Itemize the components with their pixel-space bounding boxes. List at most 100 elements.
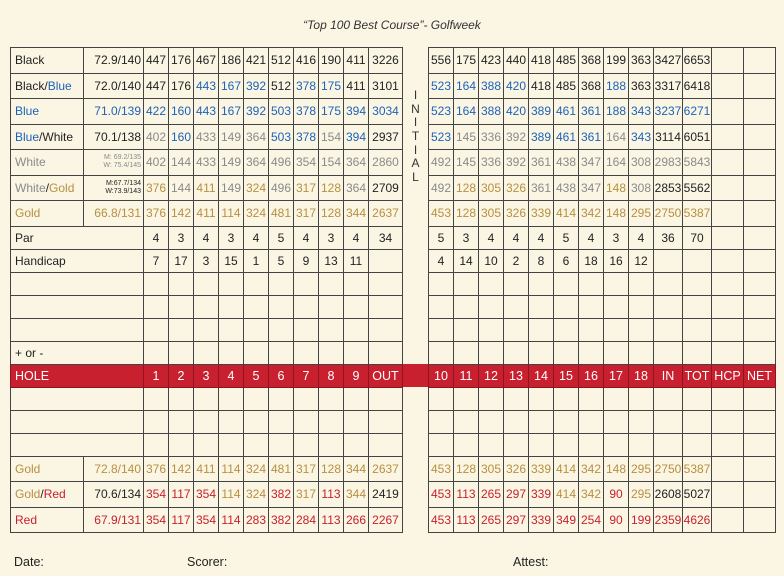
score-entry-cell[interactable] — [343, 432, 369, 457]
score-entry-cell[interactable] — [143, 294, 169, 319]
score-entry-cell[interactable] — [428, 386, 454, 411]
score-entry-cell[interactable] — [653, 432, 683, 457]
net-cell[interactable] — [743, 98, 776, 125]
net-cell[interactable] — [743, 123, 776, 150]
score-entry-cell[interactable] — [318, 271, 344, 296]
score-entry-cell[interactable] — [682, 271, 712, 296]
score-entry-cell[interactable] — [628, 386, 654, 411]
score-entry-cell[interactable] — [553, 432, 579, 457]
score-entry-cell[interactable] — [603, 317, 629, 342]
score-entry-cell[interactable] — [743, 294, 776, 319]
score-entry-cell[interactable] — [193, 386, 219, 411]
score-entry-cell[interactable] — [628, 340, 654, 365]
score-entry-cell[interactable] — [368, 432, 403, 457]
score-entry-cell[interactable] — [711, 294, 744, 319]
score-entry-cell[interactable] — [578, 317, 604, 342]
score-entry-cell[interactable] — [628, 317, 654, 342]
net-cell[interactable] — [743, 455, 776, 482]
net-cell[interactable] — [743, 72, 776, 99]
score-entry-cell[interactable] — [503, 432, 529, 457]
score-entry-cell[interactable] — [453, 340, 479, 365]
score-entry-cell[interactable] — [453, 409, 479, 434]
score-entry-cell[interactable] — [343, 294, 369, 319]
score-entry-cell[interactable] — [743, 225, 776, 250]
score-entry-cell[interactable] — [553, 340, 579, 365]
score-entry-cell[interactable] — [218, 271, 244, 296]
score-entry-cell[interactable] — [243, 409, 269, 434]
score-entry-cell[interactable] — [711, 432, 744, 457]
score-entry-cell[interactable] — [628, 409, 654, 434]
score-entry-cell[interactable] — [428, 340, 454, 365]
score-entry-cell[interactable] — [528, 294, 554, 319]
score-entry-cell[interactable] — [603, 409, 629, 434]
score-entry-cell[interactable] — [743, 340, 776, 365]
score-entry-cell[interactable] — [553, 317, 579, 342]
score-entry-cell[interactable] — [682, 340, 712, 365]
score-entry-cell[interactable] — [578, 386, 604, 411]
score-entry-cell[interactable] — [553, 271, 579, 296]
score-entry-cell[interactable] — [478, 294, 504, 319]
net-cell[interactable] — [743, 200, 776, 227]
score-entry-cell[interactable] — [478, 271, 504, 296]
score-entry-cell[interactable] — [711, 317, 744, 342]
score-entry-cell[interactable] — [682, 386, 712, 411]
score-entry-cell[interactable] — [453, 432, 479, 457]
score-entry-cell[interactable] — [578, 340, 604, 365]
score-entry-cell[interactable] — [268, 317, 294, 342]
score-entry-cell[interactable] — [711, 225, 744, 250]
score-entry-cell[interactable] — [628, 432, 654, 457]
score-entry-cell[interactable] — [243, 271, 269, 296]
score-entry-cell[interactable] — [528, 340, 554, 365]
score-entry-cell[interactable] — [243, 386, 269, 411]
score-entry-cell[interactable] — [682, 294, 712, 319]
score-entry-cell[interactable] — [711, 248, 744, 273]
score-entry-cell[interactable] — [653, 294, 683, 319]
score-entry-cell[interactable] — [528, 317, 554, 342]
score-entry-cell[interactable] — [503, 340, 529, 365]
score-entry-cell[interactable] — [243, 432, 269, 457]
score-entry-cell[interactable] — [268, 294, 294, 319]
score-entry-cell[interactable] — [168, 340, 194, 365]
score-entry-cell[interactable] — [368, 317, 403, 342]
score-entry-cell[interactable] — [711, 271, 744, 296]
score-entry-cell[interactable] — [193, 340, 219, 365]
score-entry-cell[interactable] — [603, 432, 629, 457]
score-entry-cell[interactable] — [743, 317, 776, 342]
score-entry-cell[interactable] — [682, 248, 712, 273]
score-entry-cell[interactable] — [143, 271, 169, 296]
score-entry-cell[interactable] — [293, 386, 319, 411]
score-entry-cell[interactable] — [503, 409, 529, 434]
score-entry-cell[interactable] — [528, 409, 554, 434]
score-entry-cell[interactable] — [578, 294, 604, 319]
score-entry-cell[interactable] — [428, 271, 454, 296]
score-entry-cell[interactable] — [453, 317, 479, 342]
score-entry-cell[interactable] — [478, 340, 504, 365]
score-entry-cell[interactable] — [428, 432, 454, 457]
score-entry-cell[interactable] — [343, 340, 369, 365]
score-entry-cell[interactable] — [243, 340, 269, 365]
hcp-cell[interactable] — [711, 481, 744, 508]
score-entry-cell[interactable] — [368, 248, 403, 273]
hcp-cell[interactable] — [711, 98, 744, 125]
score-entry-cell[interactable] — [478, 432, 504, 457]
hcp-cell[interactable] — [711, 174, 744, 201]
score-entry-cell[interactable] — [428, 317, 454, 342]
score-entry-cell[interactable] — [368, 271, 403, 296]
score-entry-cell[interactable] — [578, 271, 604, 296]
score-entry-cell[interactable] — [293, 409, 319, 434]
hcp-cell[interactable] — [711, 47, 744, 74]
net-cell[interactable] — [743, 506, 776, 533]
score-entry-cell[interactable] — [218, 432, 244, 457]
score-entry-cell[interactable] — [318, 409, 344, 434]
score-entry-cell[interactable] — [168, 294, 194, 319]
score-entry-cell[interactable] — [218, 340, 244, 365]
score-entry-cell[interactable] — [743, 409, 776, 434]
score-entry-cell[interactable] — [293, 340, 319, 365]
score-entry-cell[interactable] — [193, 409, 219, 434]
net-cell[interactable] — [743, 174, 776, 201]
score-entry-cell[interactable] — [711, 409, 744, 434]
score-entry-cell[interactable] — [143, 409, 169, 434]
score-entry-cell[interactable] — [243, 317, 269, 342]
score-entry-cell[interactable] — [293, 432, 319, 457]
score-entry-cell[interactable] — [268, 340, 294, 365]
